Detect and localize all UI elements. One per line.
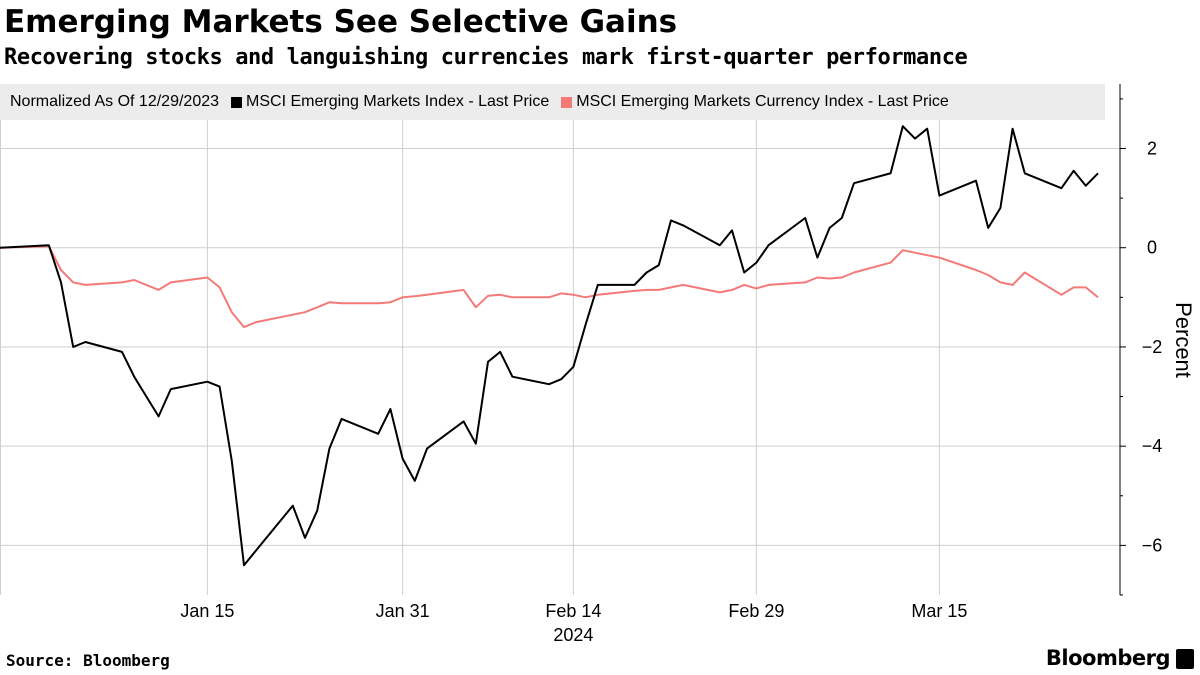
series-line-index xyxy=(0,125,1099,567)
legend: Normalized As Of 12/29/2023 MSCI Emergin… xyxy=(0,84,1105,120)
legend-normalized-note: Normalized As Of 12/29/2023 xyxy=(10,93,220,110)
bloomberg-mark-icon xyxy=(1176,649,1194,669)
source-note: Source: Bloomberg xyxy=(6,651,170,670)
x-tick-label: Jan 15 xyxy=(180,601,234,621)
x-tick-label: Feb 14 xyxy=(545,601,601,621)
legend-label-currency: MSCI Emerging Markets Currency Index - L… xyxy=(576,93,949,110)
y-tick-label: −2 xyxy=(1142,337,1163,357)
series-line-currency xyxy=(0,245,1099,329)
y-tick-label: 2 xyxy=(1147,138,1157,158)
bloomberg-logo: Bloomberg xyxy=(1045,646,1171,670)
x-tick-label: Jan 31 xyxy=(376,601,430,621)
legend-swatch-currency xyxy=(561,96,573,108)
y-tick-label: −6 xyxy=(1142,535,1163,555)
x-tick-label: Mar 15 xyxy=(911,601,967,621)
y-tick-label: −4 xyxy=(1142,436,1163,456)
x-year-label: 2024 xyxy=(553,625,593,645)
legend-label-index: MSCI Emerging Markets Index - Last Price xyxy=(246,93,550,110)
y-tick-label: 0 xyxy=(1147,238,1157,258)
legend-entry-currency: MSCI Emerging Markets Currency Index - L… xyxy=(561,93,949,111)
chart-subtitle: Recovering stocks and languishing curren… xyxy=(4,45,968,70)
chart-title: Emerging Markets See Selective Gains xyxy=(4,4,678,40)
legend-swatch-index xyxy=(231,96,243,108)
y-axis-title: Percent xyxy=(1171,302,1196,378)
legend-entry-index: MSCI Emerging Markets Index - Last Price xyxy=(231,93,549,111)
x-tick-label: Feb 29 xyxy=(728,601,784,621)
